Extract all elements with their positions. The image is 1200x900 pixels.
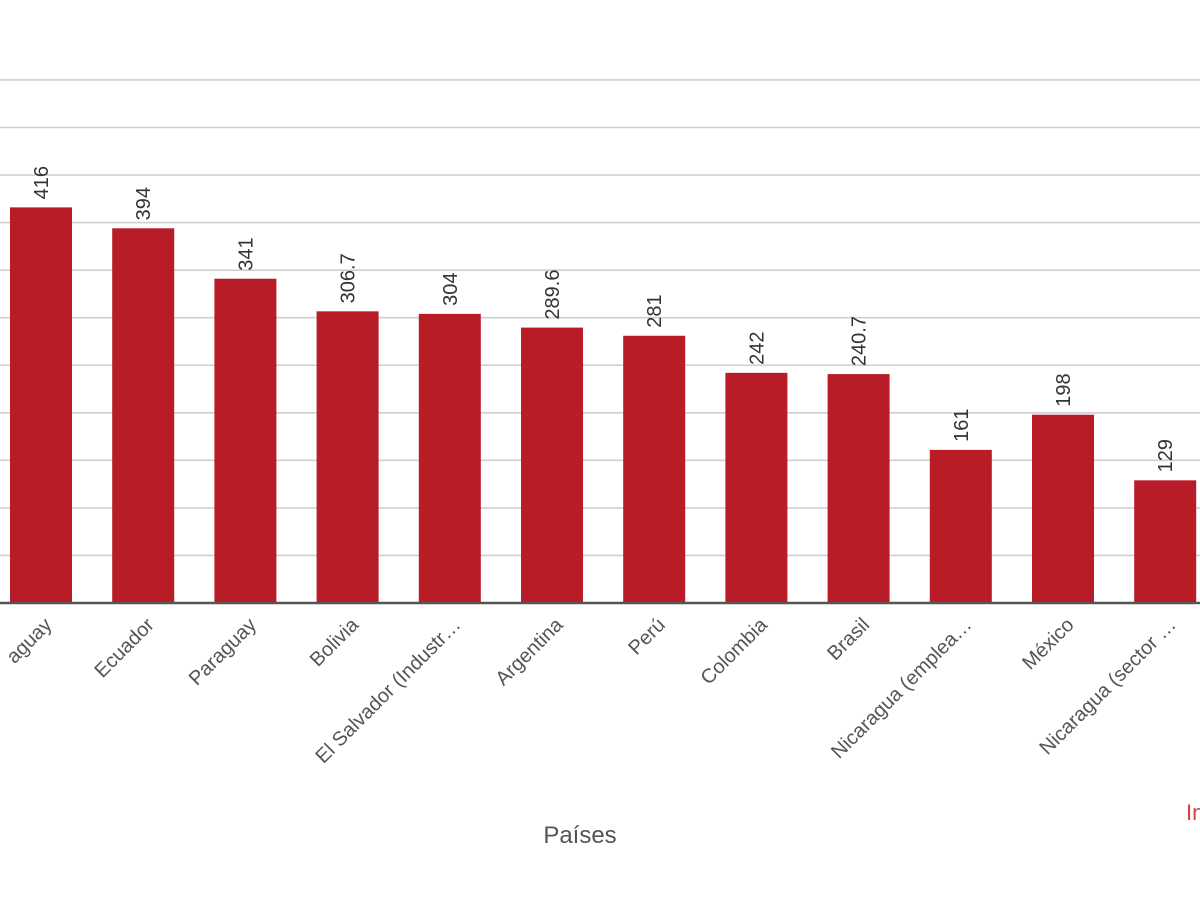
- value-label: 198: [1053, 373, 1075, 406]
- bar: [929, 449, 992, 603]
- category-label: Colombia: [697, 613, 773, 689]
- category-label: Brasil: [823, 614, 874, 665]
- bar: [827, 374, 890, 603]
- value-labels: 416 394 341 306.7 304 289.6 281 242 240.7 161 198 1…: [31, 166, 1177, 472]
- category-label: Bolivia: [306, 613, 364, 671]
- bar: [214, 278, 277, 603]
- bar: [1032, 414, 1094, 603]
- bar: [316, 311, 379, 603]
- bars: [10, 207, 1197, 603]
- value-label: 304: [440, 273, 462, 306]
- category-label: Paraguay: [185, 614, 261, 690]
- corner-note-text: In: [1186, 800, 1200, 825]
- bar: [112, 228, 175, 603]
- category-label: Ecuador: [90, 614, 158, 682]
- value-label: 289.6: [542, 270, 564, 320]
- x-axis-title: Países: [543, 822, 617, 849]
- bar: [418, 313, 481, 603]
- value-label: 341: [235, 237, 257, 270]
- bar: [725, 372, 788, 603]
- bar: [521, 327, 583, 603]
- category-label: aguay: [2, 614, 56, 668]
- category-label: Argentina: [491, 613, 568, 690]
- value-label: 129: [1155, 439, 1177, 472]
- value-label: 306.7: [338, 253, 360, 303]
- bar: [10, 207, 72, 603]
- bar: [1134, 480, 1197, 603]
- value-label: 416: [31, 166, 53, 199]
- bar: [623, 335, 686, 603]
- value-label: 240.7: [849, 316, 871, 366]
- category-label: Perú: [624, 614, 669, 659]
- gridlines: [0, 79, 1200, 557]
- value-label: 394: [133, 187, 155, 220]
- category-label: México: [1018, 614, 1078, 674]
- value-label: 161: [951, 409, 973, 442]
- value-label: 281: [644, 294, 666, 327]
- value-label: 242: [746, 331, 768, 364]
